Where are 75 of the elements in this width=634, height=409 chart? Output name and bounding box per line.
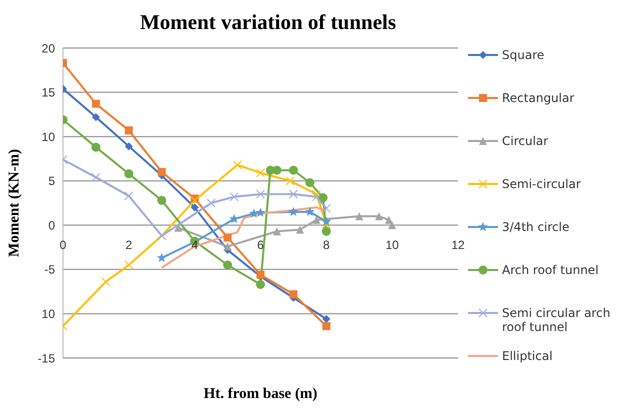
y-tick-label: 15 xyxy=(42,86,56,100)
point xyxy=(256,168,265,178)
point xyxy=(156,252,167,262)
legend-label: Rectangular xyxy=(502,91,576,105)
point xyxy=(322,322,330,330)
point xyxy=(272,227,281,236)
point xyxy=(322,216,332,226)
x-axis-title: Ht. from base (m) xyxy=(204,386,318,402)
point xyxy=(355,212,364,220)
legend-label: Arch roof tunnel xyxy=(502,263,600,277)
point xyxy=(92,100,100,108)
y-tick-label: 0 xyxy=(48,218,56,232)
chart-title: Moment variation of tunnels xyxy=(138,10,398,35)
point xyxy=(312,216,320,224)
point xyxy=(296,226,304,234)
point xyxy=(101,277,110,286)
point xyxy=(124,126,133,134)
x-tick-label: 2 xyxy=(125,238,132,252)
point xyxy=(256,190,265,199)
point xyxy=(322,226,331,236)
point xyxy=(124,169,134,178)
legend-label: Semi circular arch roof tunnel xyxy=(502,306,612,334)
point xyxy=(230,192,239,202)
point xyxy=(223,260,232,270)
point xyxy=(124,260,134,270)
point xyxy=(249,208,259,218)
legend-label: Circular xyxy=(502,134,550,148)
point xyxy=(289,290,298,298)
y-tick-label: -15 xyxy=(38,351,56,366)
point xyxy=(312,192,321,202)
y-tick-label: -5 xyxy=(44,262,56,277)
y-tick-label: 10 xyxy=(42,130,56,144)
x-tick-label: 10 xyxy=(385,238,400,252)
point xyxy=(229,214,239,223)
point xyxy=(305,206,315,216)
point xyxy=(206,198,216,208)
point xyxy=(286,176,295,186)
point xyxy=(288,190,298,199)
point xyxy=(91,172,100,182)
legend-label: Elliptical xyxy=(502,349,554,363)
point xyxy=(174,224,182,232)
y-tick-label: 5 xyxy=(48,174,56,188)
point xyxy=(157,196,166,205)
point xyxy=(256,208,266,217)
point xyxy=(318,193,328,202)
y-axis-title: Moment (KN-m) xyxy=(6,149,22,257)
point xyxy=(232,160,242,170)
point xyxy=(224,234,232,242)
y-tick-label: 20 xyxy=(42,41,56,56)
point xyxy=(91,142,100,152)
y-tick-label: 10 xyxy=(42,306,56,321)
line-series xyxy=(160,206,328,269)
x-tick-label: 4 xyxy=(191,238,198,252)
point xyxy=(384,216,393,224)
point xyxy=(375,212,383,220)
legend-label: Square xyxy=(502,48,546,62)
point xyxy=(305,178,314,188)
point xyxy=(312,190,321,199)
point xyxy=(322,220,331,229)
x-tick-label: 12 xyxy=(451,238,465,252)
point xyxy=(92,113,100,122)
point xyxy=(124,142,133,150)
point xyxy=(224,242,232,250)
point xyxy=(388,221,396,230)
x-tick-label: 0 xyxy=(60,238,67,252)
point xyxy=(158,168,166,176)
point xyxy=(322,204,331,213)
point xyxy=(256,280,265,289)
point xyxy=(322,315,330,324)
x-tick-label: 8 xyxy=(322,238,330,252)
legend-label: Semi-circular xyxy=(502,177,582,191)
legend-label: 3/4th circle xyxy=(502,220,570,234)
point xyxy=(190,203,199,212)
point xyxy=(288,206,298,216)
point xyxy=(288,166,298,175)
